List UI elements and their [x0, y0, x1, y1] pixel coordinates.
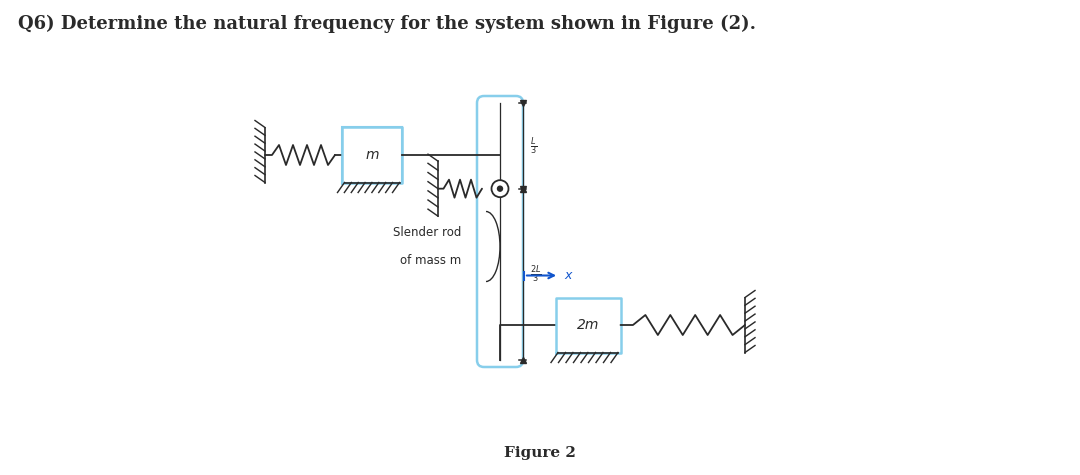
Circle shape — [491, 180, 509, 197]
Circle shape — [498, 186, 502, 191]
Text: x: x — [564, 269, 571, 282]
Text: $\frac{2L}{3}$: $\frac{2L}{3}$ — [530, 264, 542, 285]
Text: Slender rod: Slender rod — [393, 226, 461, 239]
Text: Q6) Determine the natural frequency for the system shown in Figure (2).: Q6) Determine the natural frequency for … — [18, 15, 756, 33]
Text: 2m: 2m — [577, 318, 599, 332]
Text: m: m — [365, 148, 379, 162]
Text: Figure 2: Figure 2 — [504, 446, 576, 460]
FancyBboxPatch shape — [477, 96, 523, 367]
Text: $\frac{L}{3}$: $\frac{L}{3}$ — [530, 135, 537, 157]
Text: of mass m: of mass m — [400, 254, 461, 267]
FancyBboxPatch shape — [342, 127, 402, 182]
